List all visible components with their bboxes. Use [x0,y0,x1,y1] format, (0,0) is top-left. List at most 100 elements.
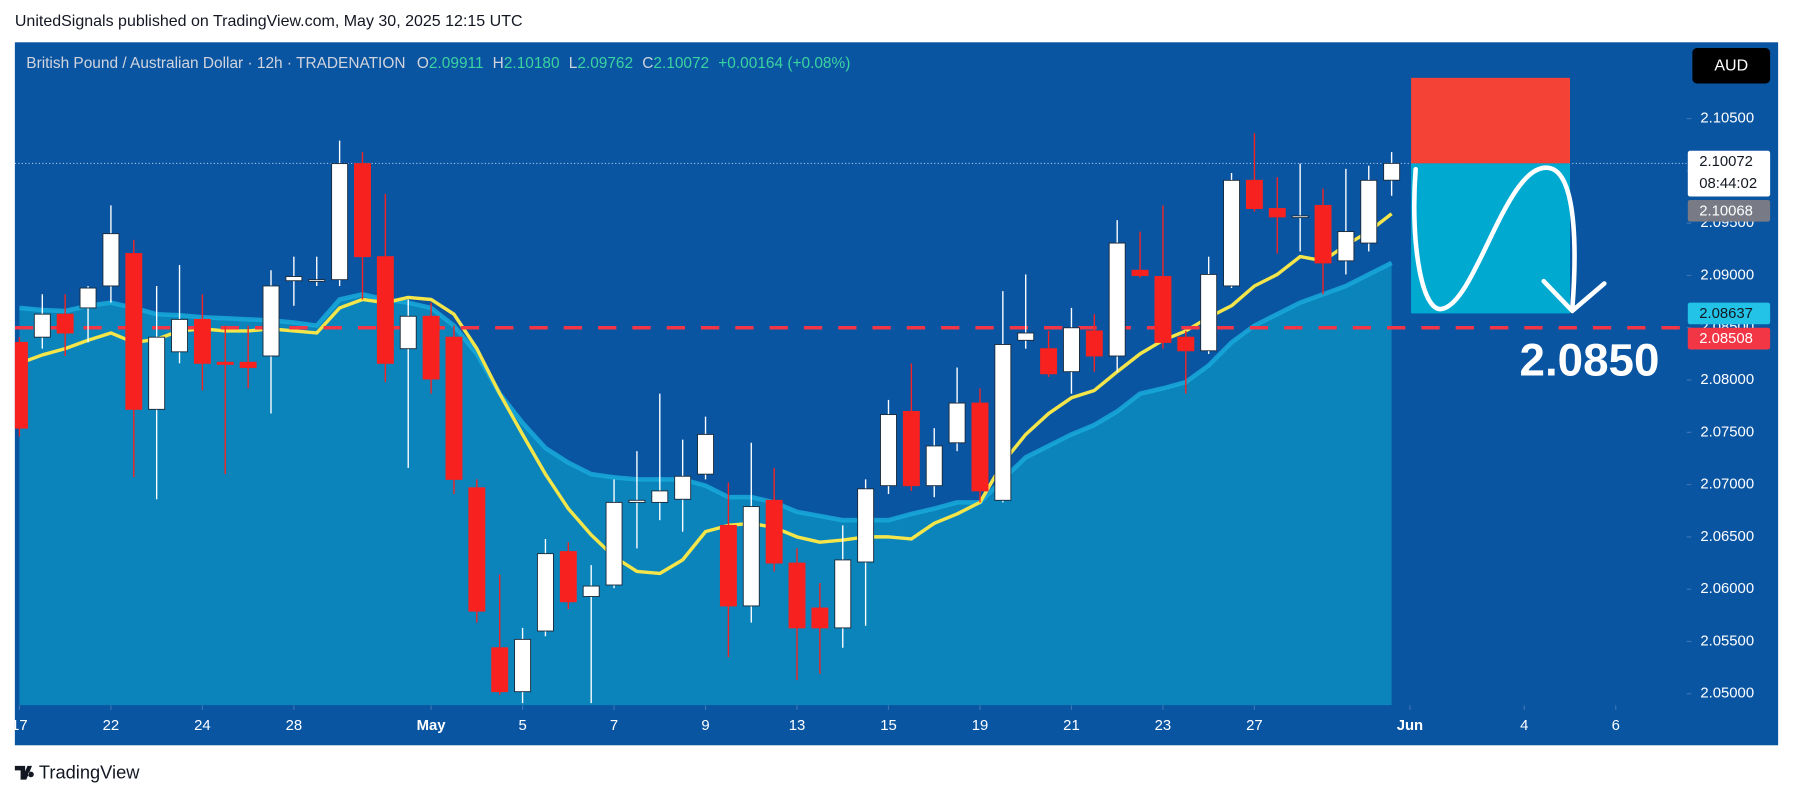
legend-item: 2.09762 [577,55,633,72]
price-label: 2.10068 [1699,203,1753,219]
candle-body [148,336,166,410]
candle-body [674,475,692,500]
stop-zone [1411,77,1571,164]
candle-body [1291,215,1309,219]
legend-item: L [569,55,578,72]
candle-body [1108,242,1126,357]
candle-body [1268,208,1286,218]
x-tick-label: 17 [11,718,28,734]
x-tick-label: 6 [1612,718,1620,734]
candle-body [468,487,486,612]
candle-body [331,163,349,281]
candle-body [1200,273,1218,352]
candle-body [79,287,97,309]
y-tick-label: 2.06000 [1700,581,1754,597]
x-tick-label: 22 [103,718,120,734]
x-tick-label: 9 [701,718,709,734]
legend-item: +0.00164 (+0.08%) [718,55,850,72]
candle-body [742,506,760,607]
candle-body [514,638,532,693]
candle-body [1062,327,1080,373]
candle-body [1337,231,1355,262]
x-tick-label: 5 [518,718,526,734]
arrow-head [1541,278,1607,314]
drawn-arrow [1411,165,1607,314]
x-tick-label: 28 [286,718,303,734]
y-tick-label: 2.10500 [1700,111,1754,127]
indicator-area [19,262,1392,706]
legend-item: O [417,55,429,72]
candle-body [1314,204,1332,264]
candle-body [399,315,417,350]
countdown: 08:44:02 [1699,176,1757,192]
y-tick-label: 2.09000 [1700,267,1754,283]
x-tick-label: 13 [789,718,806,734]
legend-item: C [642,55,653,72]
candle-body [994,344,1012,501]
candle-body [1040,348,1058,375]
candle-body [1177,336,1195,352]
candle-body [582,585,600,597]
candle-body [102,233,120,287]
price-label-box [1687,199,1771,222]
candle-body [788,562,806,629]
price-label: 2.10072 [1699,154,1753,170]
candle-body [971,402,989,492]
x-tick-label: 15 [880,718,897,734]
x-tick-label: 7 [610,718,618,734]
price-label: 2.08637 [1699,306,1753,322]
candle-body [902,410,920,487]
candle-body [880,414,897,487]
candle-body [1085,330,1103,357]
candle-body [262,285,280,357]
candle-body [1154,276,1172,343]
candle-body [308,279,326,282]
candle-body [1131,269,1149,276]
x-tick-label: 24 [194,718,211,734]
legend-item: H [493,55,504,72]
candle-body [216,361,234,365]
price-label: 2.08508 [1699,331,1753,347]
y-tick-label: 2.05500 [1700,633,1754,649]
y-tick-label: 2.08000 [1700,372,1754,388]
y-tick-label: 2.06500 [1700,529,1754,545]
level-annotation: 2.0850 [1520,334,1660,385]
currency-button[interactable] [1692,48,1771,84]
legend-item: 2.10072 [653,55,709,72]
candle-body [1017,332,1035,341]
candle-body [285,276,303,282]
candle-body [697,433,714,475]
candle-body [239,361,257,368]
candle-body [14,341,28,429]
candle-body [948,402,966,444]
candle-body [925,445,943,487]
candle-body [628,499,646,503]
candle-body [765,499,783,564]
candle-body [491,647,509,693]
candle-body [559,551,577,603]
indicator-line [19,260,1393,523]
candle-body [1245,179,1263,210]
candle-body [1223,179,1241,287]
legend-item: 2.10180 [504,55,560,72]
candle-body [1383,162,1401,181]
legend-text: British Pound / Australian Dollar · 12h … [26,55,850,72]
candle-body [56,313,74,334]
legend-item: British Pound / Australian Dollar · 12h … [26,55,405,72]
candle-body [651,490,669,503]
logo-icon [14,765,34,780]
candle-body [605,501,623,586]
currency-label: AUD [1714,58,1748,75]
x-tick-label: 27 [1246,718,1263,734]
publish-header: UnitedSignals published on TradingView.c… [15,13,523,30]
arrow-curve [1411,165,1577,312]
x-tick-label: May [417,718,447,734]
candle-body [354,163,371,258]
plot-area [14,133,1687,706]
candle-body [125,253,143,410]
legend-item: 2.09911 [429,55,484,72]
candle-body [834,559,852,629]
y-tick-label: 2.07500 [1700,424,1754,440]
